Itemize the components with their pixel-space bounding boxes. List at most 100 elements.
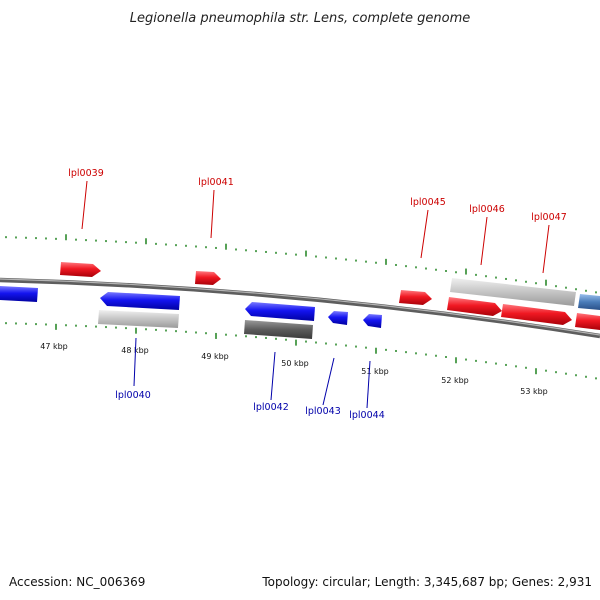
minor-tick xyxy=(585,289,587,292)
minor-tick xyxy=(75,324,77,327)
minor-tick xyxy=(515,365,517,368)
minor-tick xyxy=(405,351,407,354)
minor-tick xyxy=(275,337,277,340)
minor-tick xyxy=(335,257,337,260)
minor-tick xyxy=(325,256,327,259)
gene-lpl0040[interactable] xyxy=(98,310,179,328)
gene-reverse-0[interactable] xyxy=(0,286,38,302)
minor-tick xyxy=(185,244,187,247)
minor-tick xyxy=(335,343,337,346)
gene-lpl0043[interactable] xyxy=(328,311,348,325)
gene-lpl0044[interactable] xyxy=(363,314,382,328)
gene-lpl0047[interactable] xyxy=(578,294,600,310)
major-tick xyxy=(465,268,467,275)
kbp-label-52: 52 kbp xyxy=(441,376,469,385)
minor-tick xyxy=(285,338,287,341)
minor-tick xyxy=(315,341,317,344)
minor-tick xyxy=(525,366,527,369)
gene-reverse-3[interactable] xyxy=(245,302,315,321)
gene-label-lpl0042[interactable]: lpl0042 xyxy=(253,402,289,413)
minor-tick xyxy=(455,271,457,274)
minor-tick xyxy=(365,260,367,263)
minor-tick xyxy=(85,325,87,328)
minor-tick xyxy=(535,282,537,285)
minor-tick xyxy=(245,249,247,252)
gene-lpl0039[interactable] xyxy=(60,262,101,277)
minor-tick xyxy=(105,240,107,243)
gene-label-lpl0047[interactable]: lpl0047 xyxy=(531,212,567,223)
minor-tick xyxy=(115,240,117,243)
minor-tick xyxy=(105,326,107,329)
minor-tick xyxy=(555,285,557,288)
minor-tick xyxy=(315,255,317,258)
minor-tick xyxy=(215,246,217,249)
minor-tick xyxy=(495,362,497,365)
major-tick xyxy=(295,339,297,346)
minor-tick xyxy=(85,239,87,242)
minor-tick xyxy=(295,253,297,256)
gene-features xyxy=(0,262,600,339)
gene-label-lpl0045[interactable]: lpl0045 xyxy=(410,197,446,208)
kbp-label-50: 50 kbp xyxy=(281,359,309,368)
minor-tick xyxy=(585,375,587,378)
gene-label-lpl0046[interactable]: lpl0046 xyxy=(469,204,505,215)
minor-tick xyxy=(45,237,47,240)
minor-tick xyxy=(255,250,257,253)
gene-label-lpl0041[interactable]: lpl0041 xyxy=(198,177,234,188)
gene-lpl0045[interactable] xyxy=(399,290,432,305)
minor-tick xyxy=(485,275,487,278)
minor-tick xyxy=(265,336,267,339)
gene-label-lpl0043[interactable]: lpl0043 xyxy=(305,406,341,417)
minor-tick xyxy=(465,358,467,361)
minor-tick xyxy=(195,331,197,334)
minor-tick xyxy=(95,325,97,328)
minor-tick xyxy=(265,250,267,253)
minor-tick xyxy=(25,236,27,239)
minor-tick xyxy=(375,261,377,264)
minor-tick xyxy=(235,248,237,251)
major-tick xyxy=(455,357,457,364)
gene-label-lpl0044[interactable]: lpl0044 xyxy=(349,410,385,421)
lower-tick-row xyxy=(5,322,597,380)
minor-tick xyxy=(525,280,527,283)
minor-tick xyxy=(365,346,367,349)
minor-tick xyxy=(385,348,387,351)
minor-tick xyxy=(205,332,207,335)
minor-tick xyxy=(575,374,577,377)
gene-label-lpl0039[interactable]: lpl0039 xyxy=(68,168,104,179)
minor-tick xyxy=(395,263,397,266)
minor-tick xyxy=(235,334,237,337)
minor-tick xyxy=(5,322,7,325)
minor-tick xyxy=(75,238,77,241)
gene-label-lpl0040[interactable]: lpl0040 xyxy=(115,390,151,401)
minor-tick xyxy=(445,269,447,272)
gene-forward-8[interactable] xyxy=(575,313,600,330)
minor-tick xyxy=(505,277,507,280)
minor-tick xyxy=(45,323,47,326)
gene-forward-7[interactable] xyxy=(501,304,572,325)
minor-tick xyxy=(175,330,177,333)
minor-tick xyxy=(355,345,357,348)
minor-tick xyxy=(55,237,57,240)
genome-backbone xyxy=(0,277,600,339)
gene-forward-6[interactable] xyxy=(447,297,502,316)
minor-tick xyxy=(165,243,167,246)
minor-tick xyxy=(425,353,427,356)
gene-lpl0041[interactable] xyxy=(195,271,221,285)
kbp-labels: 47 kbp 48 kbp 49 kbp 50 kbp 51 kbp 52 kb… xyxy=(40,342,548,396)
minor-tick xyxy=(185,330,187,333)
minor-tick xyxy=(405,265,407,268)
minor-tick xyxy=(135,241,137,244)
gene-reverse-1[interactable] xyxy=(100,292,180,310)
minor-tick xyxy=(15,236,17,239)
map-title: Legionella pneumophila str. Lens, comple… xyxy=(130,11,471,26)
kbp-label-47: 47 kbp xyxy=(40,342,68,351)
minor-tick xyxy=(255,336,257,339)
gene-lpl0046[interactable] xyxy=(450,278,576,306)
minor-tick xyxy=(445,355,447,358)
minor-tick xyxy=(435,354,437,357)
minor-tick xyxy=(245,335,247,338)
minor-tick xyxy=(515,279,517,282)
minor-tick xyxy=(35,237,37,240)
gene-lpl0042[interactable] xyxy=(244,320,313,339)
